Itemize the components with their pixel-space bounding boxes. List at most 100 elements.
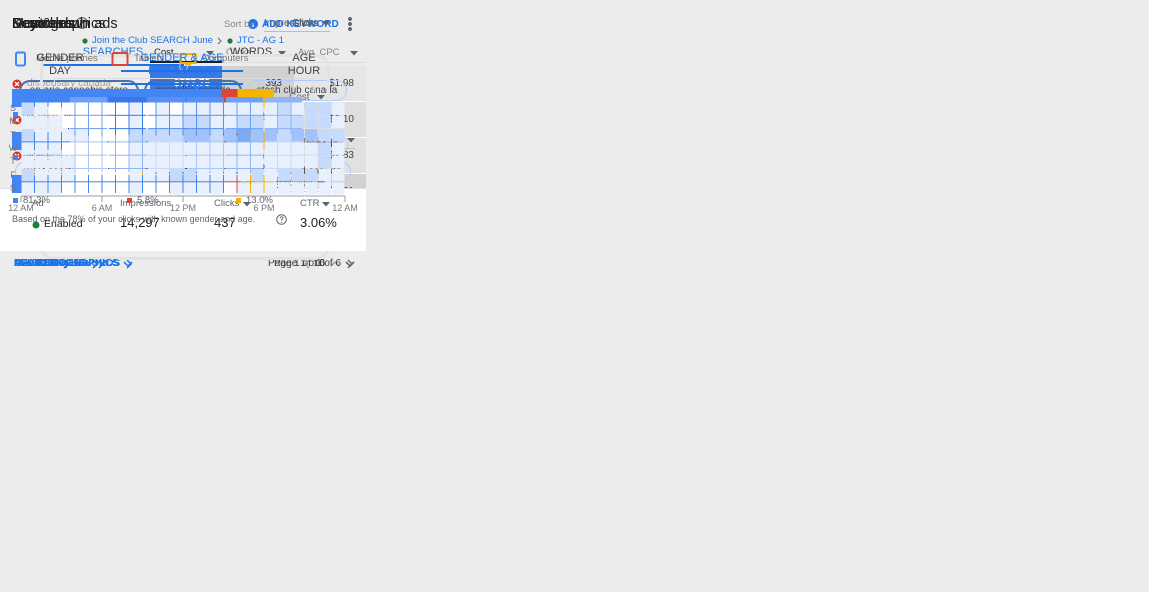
label-marker [13, 198, 18, 203]
status-dot [32, 221, 40, 229]
heat-cell [291, 182, 304, 195]
chevron-path [347, 259, 353, 269]
dropdown[interactable]: Clicks [292, 18, 330, 32]
chevron[interactable] [90, 258, 100, 269]
tab[interactable]: GENDER & AGE [140, 52, 224, 64]
removed-x [14, 117, 20, 123]
heat-cell [75, 169, 88, 182]
arrow [350, 51, 358, 56]
heat-cell [197, 169, 210, 182]
sort-label: Sort by: [224, 19, 257, 30]
heat-cell [62, 169, 75, 182]
pagination: Page 1 of 10 [268, 258, 325, 269]
tab[interactable]: DAY [49, 65, 71, 77]
heat-cell [48, 102, 61, 115]
heat-cell [170, 129, 183, 142]
tab[interactable]: AGE [292, 52, 316, 64]
heat-cell [264, 102, 277, 115]
chevron[interactable] [61, 258, 71, 269]
day-label: M [9, 116, 17, 127]
heat-cell [318, 169, 331, 182]
heat-cell [75, 182, 88, 195]
age-label: 65+ [275, 177, 292, 187]
dropdown-value[interactable]: Impressions [264, 18, 318, 29]
footer-link-text[interactable]: ALL DEMOGRAPHICS [14, 258, 119, 269]
heat-cell [305, 169, 318, 182]
icon-bar [252, 23, 254, 27]
dropdown-arrow [350, 51, 358, 56]
arrow [322, 202, 330, 207]
footer-link[interactable]: DEVICES [14, 258, 72, 269]
day-label: T [10, 129, 16, 140]
heat-cell [102, 102, 115, 115]
arrow [322, 21, 330, 26]
heat-cell [75, 155, 88, 168]
heat-cell [89, 115, 102, 129]
keyword[interactable]: online dispensary [27, 150, 105, 161]
footer-link[interactable]: ALL SEARCHES [14, 258, 106, 269]
dropdown-value[interactable]: Clicks [292, 18, 319, 29]
hour-label: 12 AM [332, 203, 358, 214]
heat-cell [116, 169, 129, 182]
help-dot [280, 221, 283, 223]
footer-link-text[interactable]: AD SCHEDULE [14, 258, 87, 269]
marker [127, 198, 132, 203]
heat-cell [183, 155, 196, 168]
chevron[interactable] [62, 258, 72, 269]
column-header[interactable]: Clicks [226, 47, 252, 58]
heat-cell [35, 155, 48, 168]
heat-cell [48, 182, 61, 195]
footer-link[interactable]: ALL ADS [14, 258, 71, 269]
heat-cell [102, 169, 115, 182]
footer-link-text[interactable]: ALL SEARCHES [14, 258, 92, 269]
day-label: T [10, 156, 16, 167]
chevron[interactable] [96, 258, 106, 269]
legend-label: Mobile phones [36, 53, 98, 64]
dropdown-arrow[interactable] [317, 95, 325, 100]
chevron[interactable] [123, 259, 133, 269]
heat-cell [224, 102, 237, 115]
footer-link[interactable]: AD SCHEDULE [14, 258, 100, 269]
chevron-path [330, 261, 340, 267]
heat-cell [278, 182, 291, 195]
heat-cell [21, 129, 34, 142]
ad-group-name[interactable]: JTC - AG 1 [236, 35, 284, 46]
heat-cell [156, 182, 169, 195]
hour-label: 12 AM [8, 203, 34, 214]
chevron[interactable] [124, 258, 134, 269]
heat-cell [143, 182, 156, 195]
dropdown-arrow[interactable] [322, 21, 330, 26]
heat-cell [183, 169, 196, 182]
heat-cell [305, 115, 318, 129]
heat-cell [318, 182, 331, 195]
footer-link-text[interactable]: DEVICES [14, 258, 58, 269]
heat-cell [129, 155, 142, 168]
tablet-icon [111, 52, 129, 66]
keyword[interactable]: dispensary canada [27, 78, 111, 89]
heat-cell [129, 129, 142, 142]
tab[interactable]: GENDER [36, 52, 84, 64]
heat-cell [278, 102, 291, 115]
tab[interactable]: DAY & HOUR [148, 65, 216, 77]
column-header[interactable]: Cost [154, 47, 174, 58]
day-hour-heatmap [21, 102, 345, 195]
heat-cell [143, 169, 156, 182]
heat-cell [183, 142, 196, 155]
dropdown-value[interactable]: Clicks [292, 18, 319, 29]
chevron-path [64, 258, 70, 269]
heat-cell [102, 155, 115, 168]
label-marker [13, 155, 18, 160]
footer-link[interactable]: ALL DEMOGRAPHICS [14, 258, 133, 269]
heat-cell [318, 142, 331, 155]
heat-cell [332, 182, 345, 195]
add-keyword-button[interactable]: ADD KEYWORD [262, 19, 339, 30]
heat-cell [210, 129, 223, 142]
campaign-name[interactable]: Join the Club SEARCH June [92, 35, 213, 46]
label-marker [127, 198, 132, 203]
dropdown-arrow[interactable] [347, 138, 355, 143]
info-icon [248, 19, 258, 29]
heat-cell [48, 115, 61, 129]
footer-link-text[interactable]: ALL ADS [14, 258, 57, 269]
column-header[interactable]: Avg. CPC [298, 47, 340, 58]
tab[interactable]: HOUR [287, 65, 321, 77]
